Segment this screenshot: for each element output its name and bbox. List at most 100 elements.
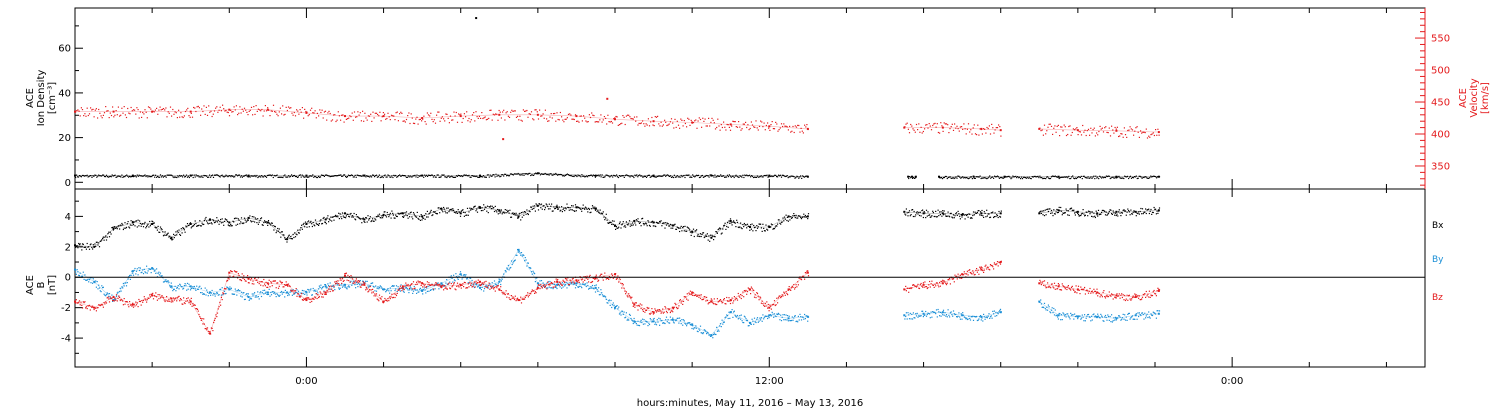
series-By-sample <box>320 287 321 288</box>
series-Bx-sample <box>1110 210 1111 211</box>
series-Bx-sample <box>414 214 415 215</box>
series-velocity-sample <box>1141 133 1142 134</box>
series-By-sample <box>375 285 376 286</box>
series-velocity-sample <box>105 106 106 107</box>
series-Bx-sample <box>799 216 800 217</box>
series-By-sample <box>936 309 937 310</box>
series-Bx-sample <box>292 238 293 239</box>
series-velocity-sample <box>82 109 83 110</box>
series-density-sample <box>681 175 682 176</box>
series-velocity-sample <box>99 113 100 114</box>
series-By-sample <box>420 288 421 289</box>
series-density-sample <box>763 176 764 177</box>
series-velocity-sample <box>144 109 145 110</box>
series-velocity-sample <box>370 114 371 115</box>
series-By-sample <box>981 319 982 320</box>
series-Bx-sample <box>204 220 205 221</box>
series-Bx-sample <box>586 208 587 209</box>
series-velocity-sample <box>640 123 641 124</box>
series-velocity-sample <box>381 120 382 121</box>
series-By-sample <box>770 314 771 315</box>
series-Bz-sample <box>202 323 203 324</box>
series-density-sample <box>300 174 301 175</box>
series-velocity-sample <box>387 113 388 114</box>
series-By-sample <box>309 292 310 293</box>
series-Bx-sample <box>132 221 133 222</box>
series-velocity-sample <box>282 105 283 106</box>
series-Bx-sample <box>516 213 517 214</box>
series-Bx-sample <box>570 207 571 208</box>
series-Bx-sample <box>715 236 716 237</box>
series-density-sample <box>692 174 693 175</box>
series-Bz-sample <box>173 297 174 298</box>
series-density-sample <box>749 175 750 176</box>
series-velocity-sample <box>976 134 977 135</box>
series-Bx-sample <box>1126 215 1127 216</box>
series-velocity-sample <box>515 110 516 111</box>
series-Bx-sample <box>762 231 763 232</box>
series-Bz-sample <box>313 299 314 300</box>
series-Bx-sample <box>683 226 684 227</box>
series-velocity-sample <box>350 116 351 117</box>
series-Bx-sample <box>708 235 709 236</box>
series-Bx-sample <box>747 224 748 225</box>
series-By-sample <box>96 287 97 288</box>
series-Bz-sample <box>138 299 139 300</box>
series-Bx-sample <box>1092 211 1093 212</box>
series-Bx-sample <box>381 215 382 216</box>
series-Bx-sample <box>533 206 534 207</box>
series-Bx-sample <box>943 214 944 215</box>
series-Bx-sample <box>387 214 388 215</box>
series-Bx-sample <box>333 216 334 217</box>
series-velocity-sample <box>705 119 706 120</box>
series-velocity-sample <box>275 112 276 113</box>
series-velocity-sample <box>1139 137 1140 138</box>
series-velocity-sample <box>198 106 199 107</box>
series-Bz-sample <box>336 281 337 282</box>
series-By-sample <box>963 315 964 316</box>
series-Bx-sample <box>959 216 960 217</box>
series-velocity-sample <box>1075 128 1076 129</box>
series-By-sample <box>625 317 626 318</box>
series-velocity-sample <box>592 115 593 116</box>
series-density-sample <box>580 176 581 177</box>
series-By-sample <box>1053 308 1054 309</box>
series-Bx-sample <box>1140 208 1141 209</box>
series-density-sample <box>955 176 956 177</box>
series-Bz-sample <box>195 305 196 306</box>
series-velocity-sample <box>283 114 284 115</box>
series-Bx-sample <box>257 218 258 219</box>
series-density-sample <box>780 175 781 176</box>
series-Bx-sample <box>304 226 305 227</box>
series-velocity-sample <box>497 120 498 121</box>
series-By-sample <box>695 327 696 328</box>
series-Bx-sample <box>161 229 162 230</box>
series-velocity-sample <box>408 112 409 113</box>
series-By-sample <box>714 333 715 334</box>
series-velocity-sample <box>1124 127 1125 128</box>
series-Bx-sample <box>352 215 353 216</box>
series-Bx-sample <box>1149 213 1150 214</box>
series-Bx-sample <box>1045 210 1046 211</box>
series-velocity-sample <box>1147 137 1148 138</box>
series-Bx-sample <box>193 225 194 226</box>
series-velocity-sample <box>480 118 481 119</box>
series-velocity-sample <box>279 111 280 112</box>
series-By-sample <box>991 315 992 316</box>
series-Bz-sample <box>252 281 253 282</box>
series-Bx-sample <box>199 220 200 221</box>
series-Bx-point <box>942 212 944 214</box>
series-Bx-sample <box>297 230 298 231</box>
series-Bx-sample <box>499 211 500 212</box>
series-Bx-sample <box>240 221 241 222</box>
series-Bx-sample <box>681 226 682 227</box>
series-By-sample <box>534 273 535 274</box>
series-velocity-sample <box>274 111 275 112</box>
series-Bx-sample <box>377 216 378 217</box>
series-density-sample <box>500 176 501 177</box>
series-By-sample <box>643 324 644 325</box>
series-Bx-sample <box>613 224 614 225</box>
series-By-sample <box>798 316 799 317</box>
series-By-sample <box>122 287 123 288</box>
series-By-sample <box>1049 306 1050 307</box>
